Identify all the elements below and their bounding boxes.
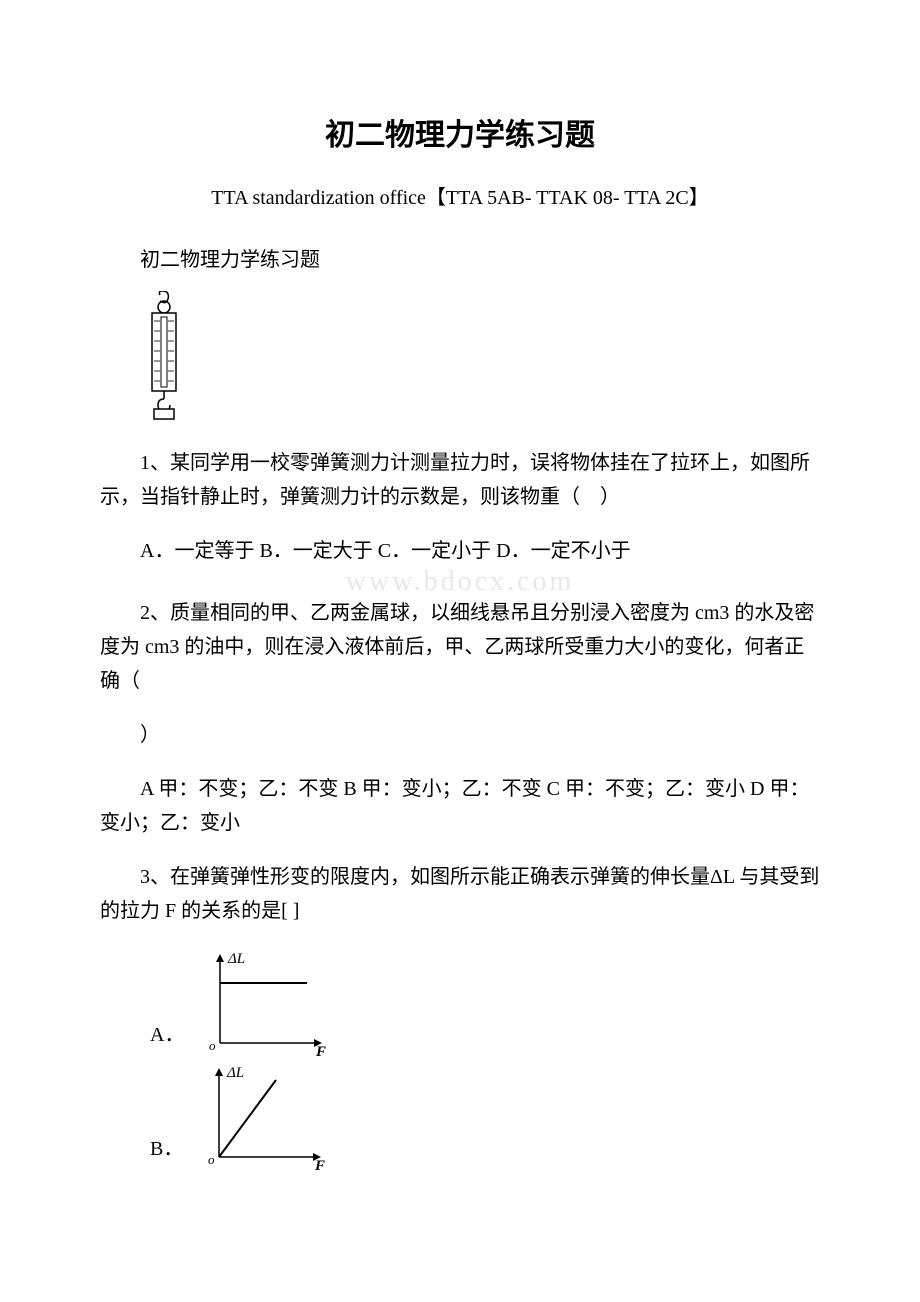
graph-b: ΔL F o <box>191 1062 331 1172</box>
question-3-option-b: B． ΔL F o <box>150 1062 820 1172</box>
question-2-close: ） <box>100 718 820 752</box>
page-title: 初二物理力学练习题 <box>100 110 820 161</box>
svg-text:o: o <box>209 1038 216 1053</box>
svg-text:o: o <box>208 1152 215 1167</box>
svg-text:ΔL: ΔL <box>226 1065 244 1081</box>
svg-text:F: F <box>315 1044 326 1058</box>
question-2-options: A 甲：不变；乙：不变 B 甲：变小；乙：不变 C 甲：不变；乙：变小 D 甲：… <box>100 772 820 840</box>
section-label: 初二物理力学练习题 <box>100 243 820 277</box>
question-1-text: 1、某同学用一校零弹簧测力计测量拉力时，误将物体挂在了拉环上，如图所示，当指针静… <box>100 446 820 514</box>
option-b-letter: B． <box>150 1132 183 1172</box>
question-2-text: 2、质量相同的甲、乙两金属球，以细线悬吊且分别浸入密度为 cm3 的水及密度为 … <box>100 596 820 698</box>
subtitle: TTA standardization office【TTA 5AB- TTAK… <box>100 181 820 215</box>
svg-text:ΔL: ΔL <box>227 951 245 967</box>
option-a-letter: A． <box>150 1018 184 1058</box>
question-1-options: A．一定等于 B．一定大于 C．一定小于 D．一定不小于 <box>100 534 820 568</box>
question-3-option-a: A． ΔL F o <box>150 948 820 1058</box>
question-3-text: 3、在弹簧弹性形变的限度内，如图所示能正确表示弹簧的伸长量ΔL 与其受到的拉力 … <box>100 860 820 928</box>
svg-text:F: F <box>314 1158 325 1172</box>
spring-scale-figure <box>140 291 820 430</box>
graph-a: ΔL F o <box>192 948 332 1058</box>
